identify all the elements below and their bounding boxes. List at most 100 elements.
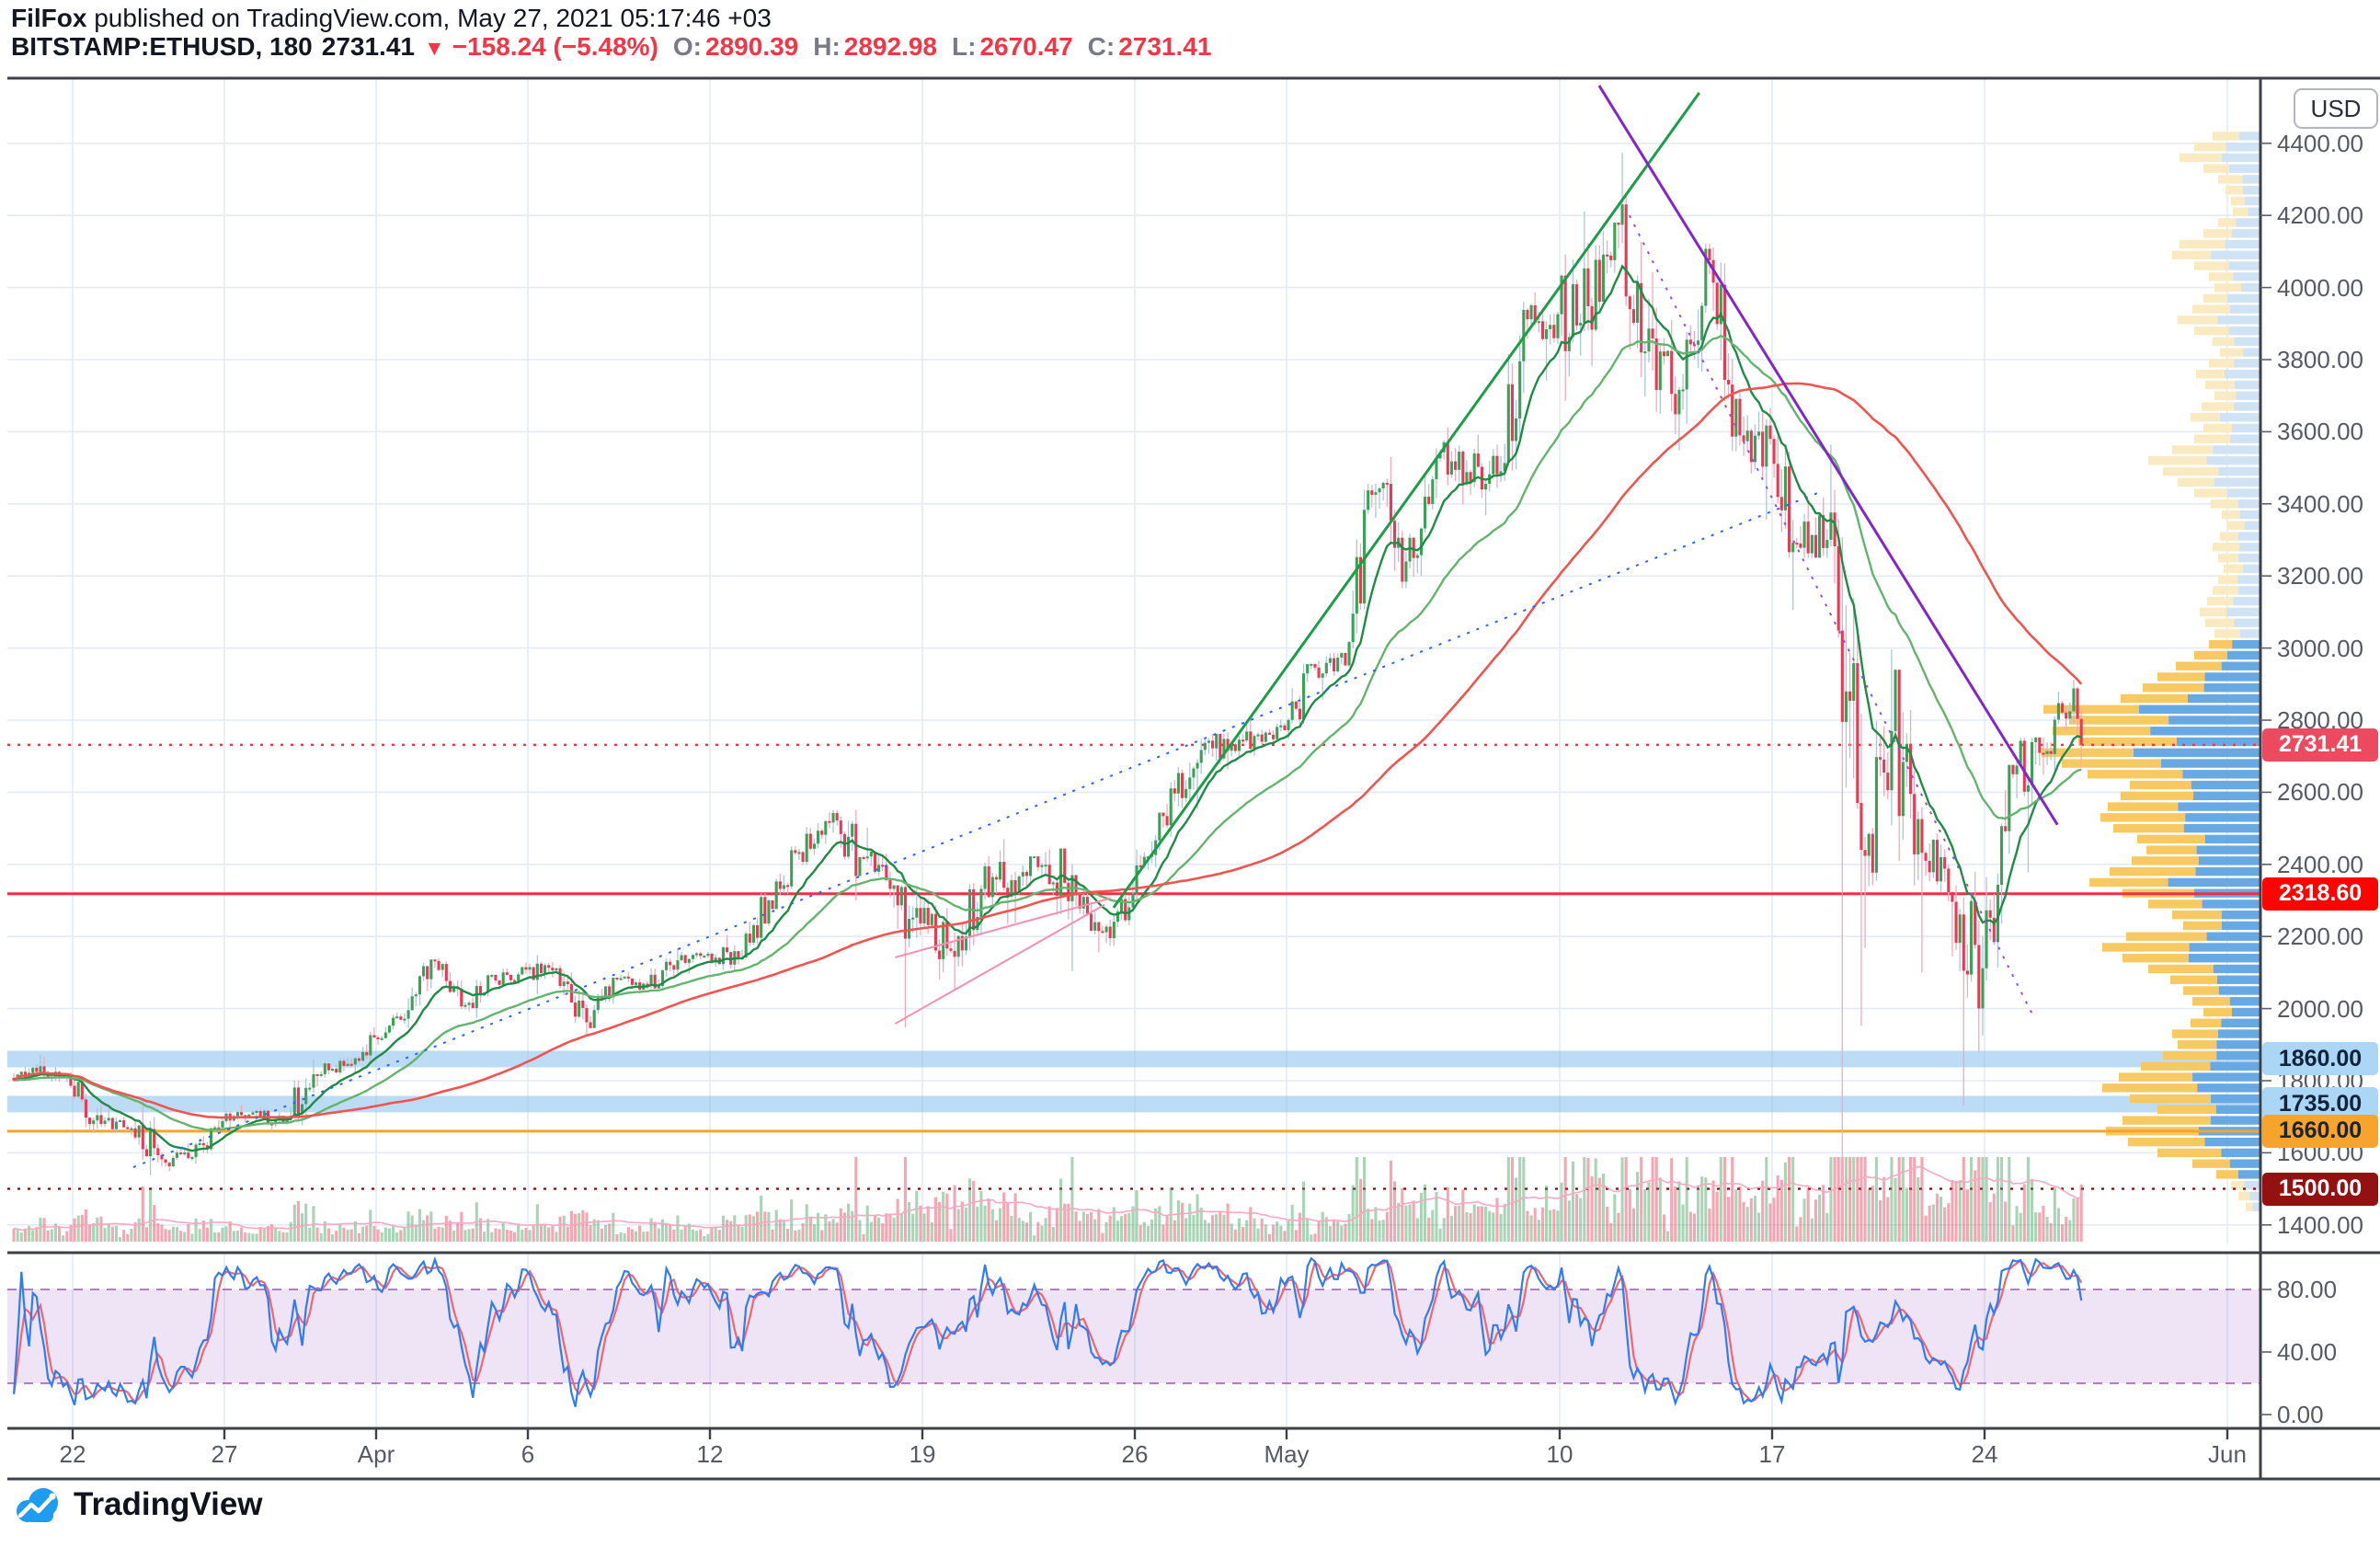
candle-body (1818, 515, 1822, 558)
price-tick-label: 1400.00 (2277, 1210, 2363, 1239)
volume-bar (1024, 1222, 1028, 1242)
candle-body (751, 925, 755, 943)
volume-bar (817, 1212, 820, 1242)
volume-bar (649, 1218, 653, 1242)
candle-body (1253, 736, 1256, 750)
volume-bar (392, 1226, 395, 1242)
candle-body (1196, 762, 1199, 769)
volume-bar (847, 1203, 851, 1242)
volume-bar (812, 1224, 816, 1242)
volume-bar (1476, 1206, 1480, 1242)
vp-row-yellow (2203, 164, 2229, 173)
volume-bar (1203, 1220, 1207, 1242)
volume-bar (1435, 1192, 1438, 1242)
date-tick-label: 27 (211, 1440, 238, 1468)
candle-body (1974, 900, 1977, 945)
volume-bar (1515, 1177, 1518, 1242)
volume-bar (509, 1231, 512, 1242)
candle-body (1017, 876, 1021, 894)
vp-row-yellow (2200, 607, 2227, 617)
candle-body (797, 852, 801, 854)
candle-body (926, 908, 930, 925)
volume-bar (1226, 1203, 1230, 1242)
volume-bar (1533, 1208, 1537, 1242)
candle-body (1890, 730, 1894, 791)
volume-bar (1761, 1180, 1765, 1242)
candle-body (544, 965, 547, 973)
volume-bar (65, 1231, 69, 1242)
volume-bar (1727, 1197, 1731, 1242)
volume-bar (76, 1215, 80, 1242)
candle-body (808, 833, 812, 849)
volume-bar (1606, 1206, 1609, 1242)
vp-row-yellow (2132, 856, 2199, 865)
vp-row-blue (2229, 434, 2260, 443)
vp-row-blue (2217, 1029, 2260, 1038)
volume-bar (1697, 1185, 1700, 1242)
volume-bar (778, 1219, 782, 1242)
candle-body (399, 1016, 403, 1020)
candle-body (1367, 490, 1370, 510)
candle-body (1924, 853, 1928, 861)
vp-row-yellow (2205, 618, 2235, 627)
main-plot-surface[interactable] (7, 78, 2260, 1243)
volume-bar (608, 1223, 612, 1242)
volume-bar (1287, 1220, 1290, 1242)
candle-body (1385, 483, 1389, 486)
candle-body (569, 984, 573, 1003)
vp-row-blue (2216, 975, 2260, 984)
volume-bar (1044, 1218, 1047, 1242)
volume-bar (612, 1212, 615, 1242)
vp-row-yellow (2194, 261, 2229, 270)
candle-body (1529, 304, 1533, 320)
candle-body (1207, 740, 1210, 743)
volume-bar (1556, 1210, 1560, 1242)
candle-body (1203, 742, 1207, 751)
candle-body (858, 856, 862, 877)
volume-bar (930, 1222, 933, 1242)
volume-bar (888, 1213, 892, 1242)
close-value: 2731.41 (1118, 32, 1212, 61)
volume-bar (444, 1215, 448, 1242)
candle-body (1093, 922, 1097, 931)
candle-body (1108, 926, 1112, 939)
volume-bar (1484, 1206, 1488, 1242)
tradingview-logo[interactable]: TradingView (15, 1481, 263, 1529)
volume-bar (289, 1221, 292, 1242)
candle-body (1358, 556, 1362, 604)
candle-body (608, 986, 612, 998)
volume-bar (201, 1220, 205, 1242)
candle-body (517, 974, 521, 981)
volume-bar (1715, 1191, 1719, 1242)
oscillator-plot-surface[interactable] (7, 1253, 2260, 1428)
candle-body (1647, 328, 1651, 352)
candle-body (353, 1058, 357, 1065)
volume-bar (1154, 1209, 1158, 1242)
volume-bar (653, 1221, 657, 1242)
vp-row-yellow (2157, 1105, 2216, 1115)
price-level-flag: 2731.41 (2262, 728, 2378, 762)
candle-body (1533, 304, 1537, 323)
candle-body (1856, 663, 1859, 804)
candle-body (592, 1010, 596, 1028)
volume-bar (285, 1232, 289, 1242)
vp-row-yellow (2128, 1137, 2205, 1147)
volume-bar (1681, 1204, 1685, 1242)
candle-body (1256, 734, 1260, 737)
candle-body (1545, 328, 1549, 339)
vp-row-blue (2243, 186, 2260, 195)
candle-body (851, 823, 854, 837)
volume-bar (1848, 1157, 1852, 1242)
currency-badge[interactable]: USD (2294, 88, 2378, 129)
volume-bar (604, 1224, 608, 1242)
volume-bar (349, 1229, 353, 1242)
vp-row-blue (2168, 877, 2260, 888)
vp-row-yellow (2146, 845, 2197, 854)
volume-bar (292, 1204, 296, 1242)
vp-row-blue (2133, 748, 2260, 757)
volume-bar (1499, 1213, 1503, 1242)
candle-body (896, 885, 899, 906)
vp-row-blue (2221, 1018, 2260, 1027)
volume-bar (224, 1226, 228, 1242)
